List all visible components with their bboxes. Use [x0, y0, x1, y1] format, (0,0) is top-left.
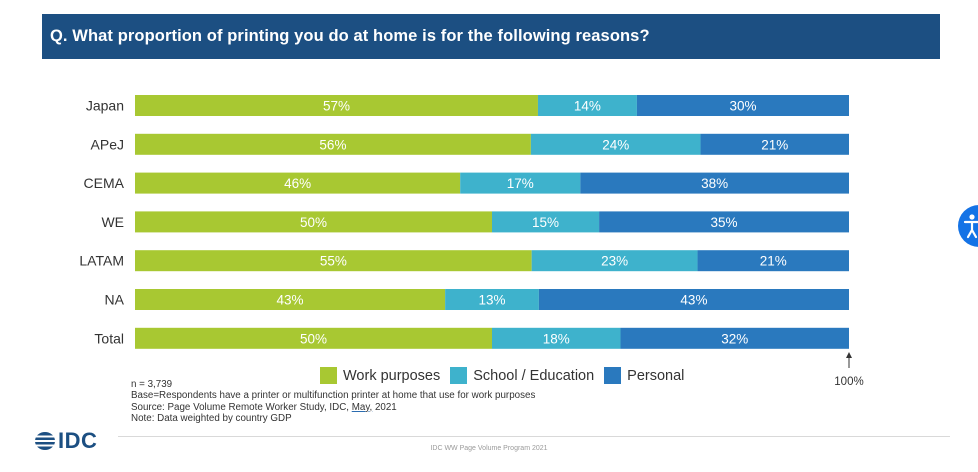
legend-swatch-personal — [604, 367, 622, 384]
data-label: 38% — [701, 176, 728, 191]
bar-segment — [445, 289, 539, 310]
idc-stripes-icon — [34, 432, 56, 450]
data-label: 43% — [680, 293, 707, 308]
bar-segment — [697, 250, 849, 272]
data-label: 50% — [300, 215, 327, 230]
source-note: Source: Page Volume Remote Worker Study,… — [131, 402, 535, 413]
footer-program-label: IDC WW Page Volume Program 2021 — [430, 445, 548, 452]
category-label: Total — [94, 330, 124, 346]
data-label: 23% — [601, 254, 628, 269]
data-label: 35% — [711, 215, 738, 230]
data-label: 57% — [323, 99, 350, 114]
legend-label-school: School / Education — [473, 367, 595, 384]
data-label: 21% — [760, 254, 787, 269]
bar-segment — [492, 327, 621, 349]
category-label: APeJ — [91, 136, 124, 152]
bar-segment — [538, 289, 849, 310]
legend-label-work: Work purposes — [343, 367, 441, 384]
footer-divider — [118, 436, 950, 437]
data-label: 50% — [300, 331, 327, 346]
category-label: CEMA — [84, 175, 125, 191]
stacked-bar-chart: Japan 57% 14% 30% APeJ 56% 24% 21% CEMA 46% 17% 38%… — [79, 95, 864, 388]
category-label: Japan — [86, 98, 124, 114]
data-label: 56% — [319, 137, 346, 152]
data-label: 21% — [761, 137, 788, 152]
bar-segment — [135, 172, 461, 194]
scale-label: 100% — [834, 376, 863, 388]
bar-segment — [537, 95, 637, 116]
bar-segment — [530, 133, 701, 155]
data-label: 18% — [543, 331, 570, 346]
bar-segment — [700, 133, 849, 155]
category-label: NA — [105, 292, 125, 308]
data-label: 13% — [478, 293, 505, 308]
data-label: 55% — [320, 254, 347, 269]
scale-marker-arrow — [846, 352, 852, 358]
bar-segment — [135, 289, 446, 310]
weighting-note: Note: Data weighted by country GDP — [131, 412, 292, 424]
bar-segment — [492, 211, 600, 233]
sample-size: n = 3,739 — [131, 379, 173, 390]
bar-segment — [135, 250, 532, 272]
bar-segment — [135, 133, 531, 155]
legend-swatch-work — [320, 367, 337, 384]
logo-text: IDC — [58, 428, 98, 453]
data-label: 14% — [574, 99, 601, 114]
data-label: 32% — [721, 331, 748, 346]
base-note: Base=Respondents have a printer or multi… — [131, 390, 536, 402]
legend-swatch-school — [450, 367, 468, 384]
idc-logo: IDC — [34, 428, 97, 454]
bar-segment — [460, 172, 581, 194]
data-label: 30% — [729, 99, 756, 114]
bar-segment — [135, 211, 492, 233]
source-prefix: Source: Page Volume Remote Worker Study,… — [131, 401, 352, 413]
question-header: Q. What proportion of printing you do at… — [42, 14, 940, 59]
question-text: Q. What proportion of printing you do at… — [50, 27, 650, 45]
bar-segment — [580, 172, 849, 194]
legend-item-school: School / Education — [450, 367, 594, 384]
bar-segment — [636, 95, 849, 116]
bar-segment — [135, 327, 492, 349]
bar-segment — [620, 327, 849, 349]
legend-item-personal: Personal — [604, 367, 684, 384]
data-label: 46% — [284, 176, 311, 191]
footnotes: n = 3,739 Base=Respondents have a printe… — [131, 379, 535, 424]
bar-segment — [599, 211, 849, 233]
source-month: May, — [351, 401, 373, 413]
source-suffix: 2021 — [372, 401, 397, 413]
data-label: 24% — [602, 137, 629, 152]
data-label: 43% — [277, 293, 304, 308]
data-label: 15% — [532, 215, 559, 230]
data-label: 17% — [507, 176, 534, 191]
category-label: WE — [101, 214, 124, 230]
category-label: LATAM — [79, 253, 124, 269]
bar-segment — [135, 95, 538, 116]
bar-segment — [531, 250, 698, 272]
legend-label-personal: Personal — [627, 367, 685, 384]
accessibility-icon[interactable] — [958, 205, 978, 247]
legend-item-work: Work purposes — [320, 367, 440, 384]
chart-legend: Work purposes School / Education Persona… — [320, 367, 694, 384]
